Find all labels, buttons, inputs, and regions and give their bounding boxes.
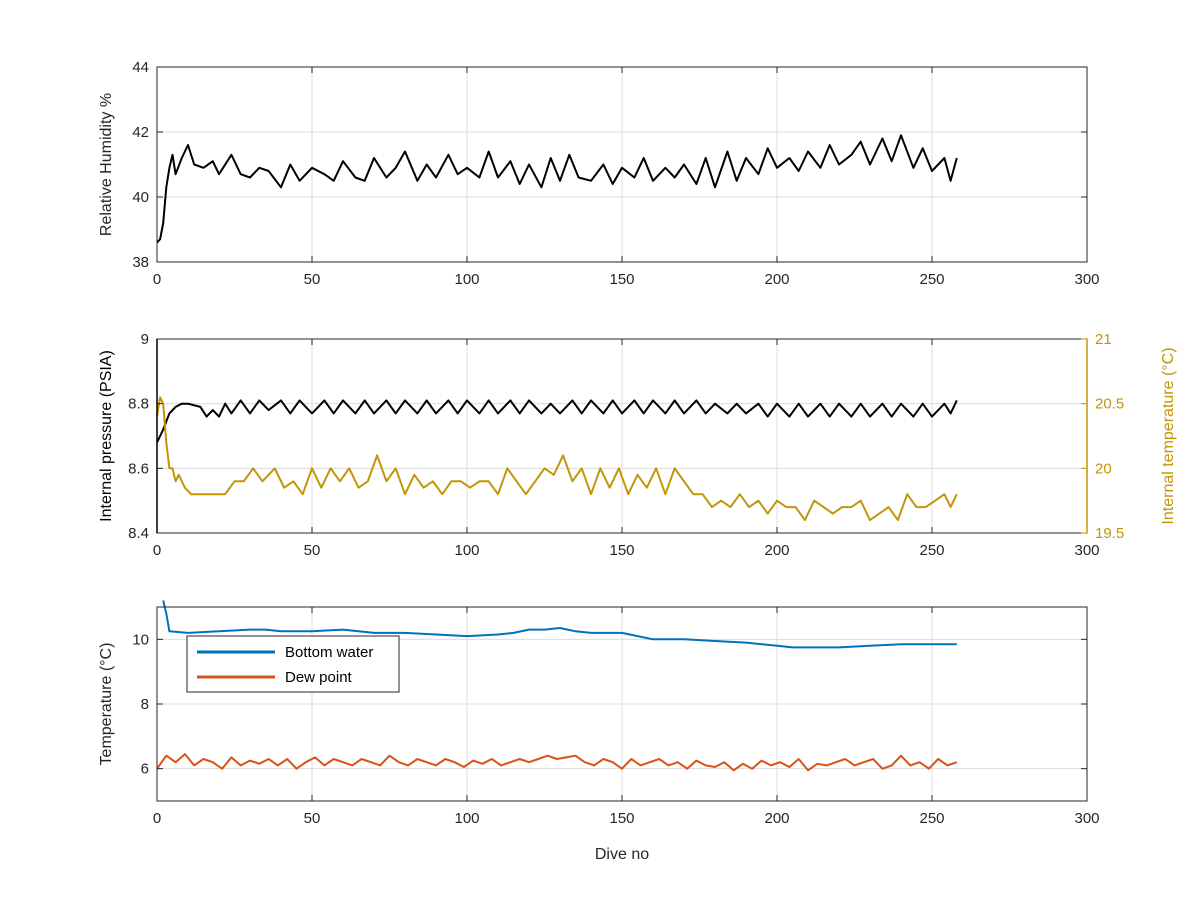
pressure-panel: 0 50 100 150 200 250 300 8.4 8.6 8.8 9 19.5 20 20.5 21… [98, 331, 1177, 559]
pressure-x-tick-label: 100 [454, 542, 479, 559]
pressure-x-tick-label: 200 [764, 542, 789, 559]
temperature-ticks: 0 50 100 150 200 250 300 6 8 10 [132, 607, 1100, 827]
temperature-x-tick-label: 300 [1074, 810, 1099, 827]
humidity-y-tick-label: 38 [132, 254, 149, 271]
humidity-x-tick-label: 300 [1074, 271, 1099, 288]
legend: Bottom water Dew point [186, 635, 400, 693]
legend-label-bottom-water: Bottom water [285, 644, 373, 661]
pressure-y-tick-label: 8.6 [128, 460, 149, 477]
humidity-ticks: 0 50 100 150 200 250 300 38 40 42 44 [132, 59, 1099, 288]
pressure-y-tick-label: 8.4 [128, 525, 149, 542]
pressure-y-tick-label: 8.8 [128, 396, 149, 413]
temperature-y-tick-label: 10 [132, 631, 149, 648]
temperature-x-tick-label: 50 [304, 810, 321, 827]
internal-temperature-y-axis-label: Internal temperature (°C) [1160, 347, 1177, 524]
internal-temperature-series-line [156, 396, 958, 522]
temperature-x-tick-label: 250 [919, 810, 944, 827]
pressure-x-tick-label: 150 [609, 542, 634, 559]
temperature-plot [156, 600, 958, 772]
pressure-ticks: 0 50 100 150 200 250 300 8.4 8.6 8.8 9 19.5 20 20.5 21 [128, 331, 1124, 559]
internal-temperature-y-tick-label: 19.5 [1095, 525, 1124, 542]
pressure-x-tick-label: 250 [919, 542, 944, 559]
pressure-x-tick-label: 300 [1074, 542, 1099, 559]
temperature-x-axis-label: Dive no [595, 846, 649, 863]
humidity-y-tick-label: 44 [132, 59, 149, 76]
humidity-panel: 0 50 100 150 200 250 300 38 40 42 44 Relative Humi… [98, 59, 1100, 288]
internal-temperature-y-tick-label: 20 [1095, 460, 1112, 477]
pressure-y-tick-label: 9 [141, 331, 149, 348]
internal-temperature-y-tick-label: 20.5 [1095, 396, 1124, 413]
dew-point-series-line [156, 753, 958, 772]
humidity-y-axis-label: Relative Humidity % [98, 93, 115, 236]
temperature-x-tick-label: 100 [454, 810, 479, 827]
humidity-x-tick-label: 200 [764, 271, 789, 288]
temperature-x-tick-label: 200 [764, 810, 789, 827]
temperature-y-axis-label: Temperature (°C) [98, 643, 115, 766]
legend-box [186, 635, 400, 693]
temperature-y-tick-label: 8 [141, 696, 149, 713]
internal-temperature-y-tick-label: 21 [1095, 331, 1112, 348]
pressure-x-tick-label: 0 [153, 542, 161, 559]
temperature-y-tick-label: 6 [141, 761, 149, 778]
humidity-series-line [156, 134, 958, 244]
pressure-x-tick-label: 50 [304, 542, 321, 559]
humidity-plot [156, 134, 958, 244]
pressure-plot [156, 396, 958, 522]
humidity-x-tick-label: 0 [153, 271, 161, 288]
pressure-series-line [156, 399, 958, 443]
humidity-x-tick-label: 150 [609, 271, 634, 288]
humidity-x-tick-label: 250 [919, 271, 944, 288]
bottom-water-series-line [162, 600, 957, 649]
temperature-x-tick-label: 0 [153, 810, 161, 827]
humidity-x-tick-label: 50 [304, 271, 321, 288]
humidity-x-tick-label: 100 [454, 271, 479, 288]
humidity-y-tick-label: 40 [132, 189, 149, 206]
temperature-x-tick-label: 150 [609, 810, 634, 827]
pressure-y-axis-label: Internal pressure (PSIA) [98, 350, 115, 522]
humidity-y-tick-label: 42 [132, 124, 149, 141]
legend-label-dew-point: Dew point [285, 669, 353, 686]
